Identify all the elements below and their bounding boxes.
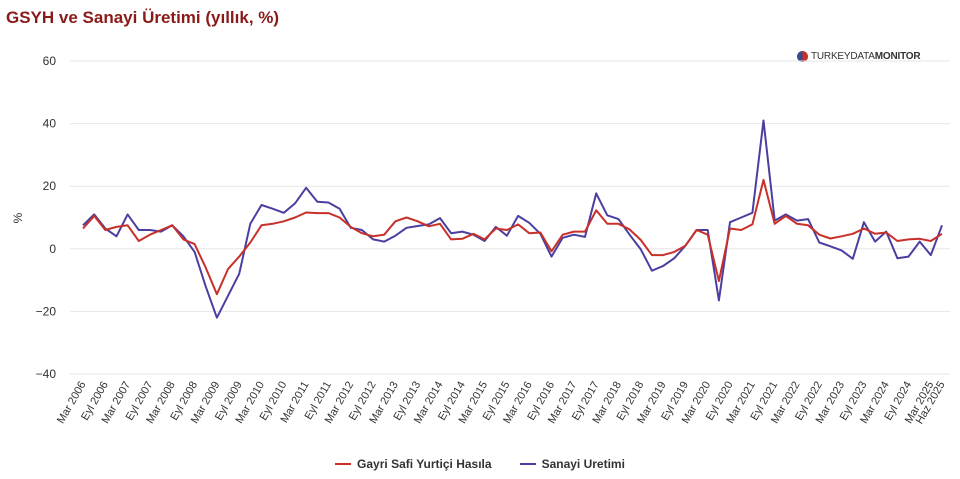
series-line-gsyh [82,178,943,296]
series-line-sanayi [82,119,943,319]
y-tick-label: 20 [43,179,57,193]
chart-title: GSYH ve Sanayi Üretimi (yıllık, %) [6,8,280,27]
y-tick-label: −20 [36,304,57,318]
turkeydatamonitor-logo: TURKEY DATA MONITOR [797,51,921,62]
logo-icon [797,51,808,62]
logo-text-light: TURKEY [811,51,851,62]
legend-item-gsyh[interactable]: Gayri Safi Yurtiçi Hasıla [335,457,492,471]
legend-swatch-gsyh [335,463,352,465]
y-tick-label: 60 [43,54,57,68]
logo-text-bold: MONITOR [874,51,921,62]
legend-label-sanayi: Sanayi Uretimi [541,457,625,471]
legend-item-sanayi[interactable]: Sanayi Uretimi [519,457,625,471]
y-axis-label: % [11,212,25,223]
legend-swatch-sanayi [519,463,536,465]
y-tick-label: −40 [36,367,57,381]
legend-label-gsyh: Gayri Safi Yurtiçi Hasıla [357,457,492,471]
logo-text-mid: DATA [850,51,875,62]
legend: Gayri Safi Yurtiçi Hasıla Sanayi Uretimi [0,457,960,471]
y-tick-label: 40 [43,117,57,131]
y-tick-label: 0 [49,242,56,256]
